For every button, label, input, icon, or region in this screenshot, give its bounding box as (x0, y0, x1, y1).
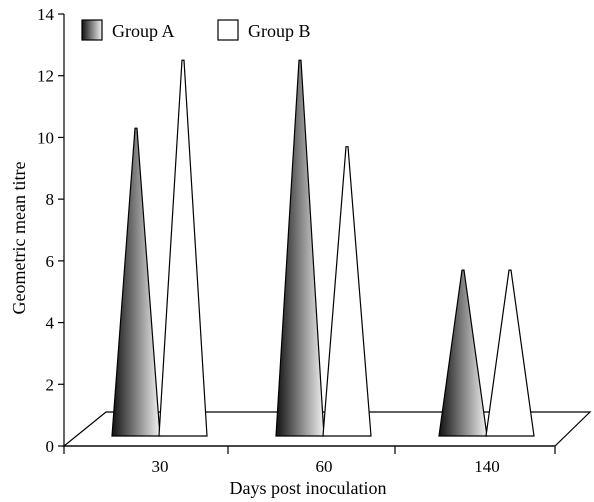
y-tick-label: 14 (37, 5, 55, 24)
cone-group-b-30 (158, 59, 208, 437)
y-tick-label: 12 (37, 67, 54, 86)
x-ticks: 30 60 140 (63, 446, 556, 476)
data-marks (111, 59, 535, 437)
x-tick-label: 140 (474, 457, 500, 476)
y-tick-label: 6 (46, 252, 55, 271)
legend-label-group-b: Group B (248, 21, 311, 41)
y-tick-label: 10 (37, 128, 54, 147)
y-tick-label: 4 (46, 314, 55, 333)
cone-group-b-140 (485, 269, 535, 437)
legend-swatch-group-b (217, 19, 239, 41)
cone-group-b-60 (322, 146, 372, 437)
cone-group-a-60 (275, 59, 325, 437)
axes: 0 2 4 6 8 10 12 14 30 60 140 (37, 5, 556, 476)
y-tick-label: 8 (46, 190, 55, 209)
cone-group-a-30 (111, 127, 161, 437)
legend-label-group-a: Group A (112, 21, 175, 41)
x-tick-label: 30 (152, 457, 169, 476)
y-tick-label: 2 (46, 375, 55, 394)
y-ticks: 0 2 4 6 8 10 12 14 (37, 5, 64, 456)
cone-group-a-140 (438, 269, 488, 437)
legend: Group A Group B (81, 19, 311, 41)
y-axis-label: Geometric mean titre (9, 162, 29, 315)
legend-swatch-group-a (81, 19, 103, 41)
x-tick-label: 60 (316, 457, 333, 476)
y-tick-label: 0 (46, 437, 55, 456)
x-axis-label: Days post inoculation (230, 478, 387, 498)
